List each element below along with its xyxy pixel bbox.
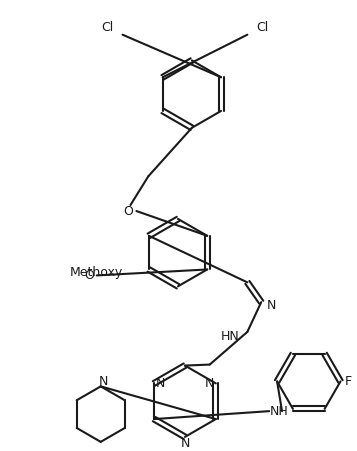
Text: O: O (84, 269, 94, 282)
Text: N: N (266, 299, 276, 312)
Text: Methoxy: Methoxy (70, 266, 124, 279)
Text: O: O (124, 204, 134, 217)
Text: NH: NH (270, 405, 288, 418)
Text: N: N (205, 377, 215, 390)
Text: Cl: Cl (256, 21, 268, 34)
Text: N: N (155, 377, 165, 390)
Text: N: N (180, 437, 190, 451)
Text: Cl: Cl (101, 21, 114, 34)
Text: N: N (99, 375, 109, 388)
Text: HN: HN (221, 330, 240, 343)
Text: F: F (345, 375, 352, 388)
